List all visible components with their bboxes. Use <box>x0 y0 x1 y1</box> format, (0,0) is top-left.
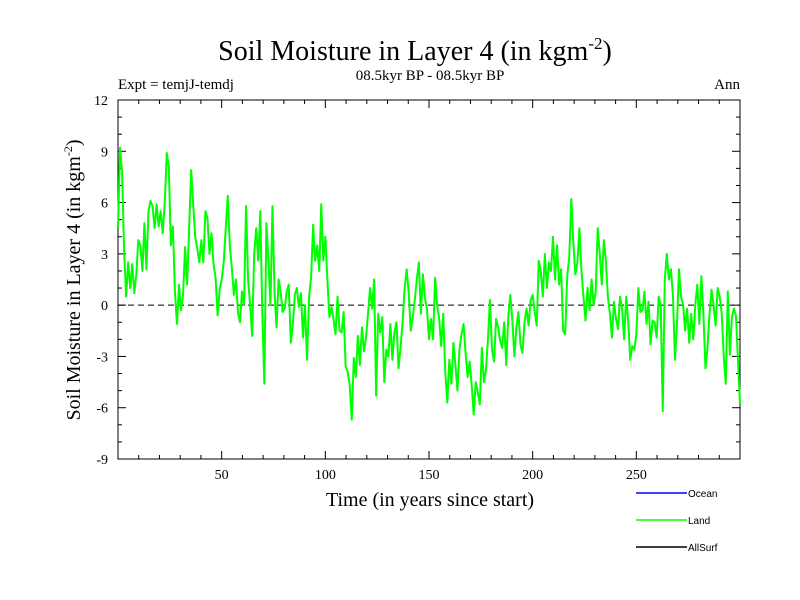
y-tick-label: -6 <box>96 402 108 417</box>
experiment-label: Expt = temjJ-temdj <box>118 77 234 93</box>
x-axis-label: Time (in years since start) <box>326 489 534 511</box>
chart-title-superscript: -2 <box>588 34 602 53</box>
legend-label-ocean: Ocean <box>688 489 717 500</box>
chart-title: Soil Moisture in Layer 4 (in kgm-2) <box>218 34 612 67</box>
chart-title-text: Soil Moisture in Layer 4 (in kgm <box>218 36 588 67</box>
y-axis-label-end: ) <box>63 139 85 146</box>
axis-ticks <box>118 99 740 460</box>
y-tick-label: 9 <box>101 145 108 160</box>
y-tick-label: 0 <box>101 299 108 314</box>
chart-subtitle: 08.5kyr BP - 08.5kyr BP <box>356 68 505 84</box>
y-tick-label: -9 <box>96 453 108 468</box>
legend-label-land: Land <box>688 516 710 527</box>
y-axis-label: Soil Moisture in Layer 4 (in kgm-2) <box>61 139 85 420</box>
axis-tick-labels: -9 -6 -3 0 3 6 9 12 50 100 150 200 250 <box>94 94 647 483</box>
y-tick-label: -3 <box>96 350 108 365</box>
legend-label-allsurf: AllSurf <box>688 543 718 554</box>
y-tick-label: 3 <box>101 248 108 263</box>
x-tick-label: 150 <box>419 468 440 483</box>
series-line-land <box>117 146 741 421</box>
x-tick-label: 100 <box>315 468 336 483</box>
legend: Ocean Land AllSurf <box>636 489 718 554</box>
season-label: Ann <box>714 77 740 93</box>
plot-frame <box>117 99 741 460</box>
y-axis-label-text: Soil Moisture in Layer 4 (in kgm <box>63 156 85 421</box>
x-tick-label: 200 <box>522 468 543 483</box>
y-tick-label: 6 <box>101 197 108 212</box>
chart-title-end: ) <box>603 36 612 67</box>
data-series <box>117 146 741 421</box>
y-axis-label-superscript: -2 <box>61 146 75 156</box>
y-tick-label: 12 <box>94 94 108 109</box>
x-tick-label: 250 <box>626 468 647 483</box>
x-tick-label: 50 <box>215 468 229 483</box>
